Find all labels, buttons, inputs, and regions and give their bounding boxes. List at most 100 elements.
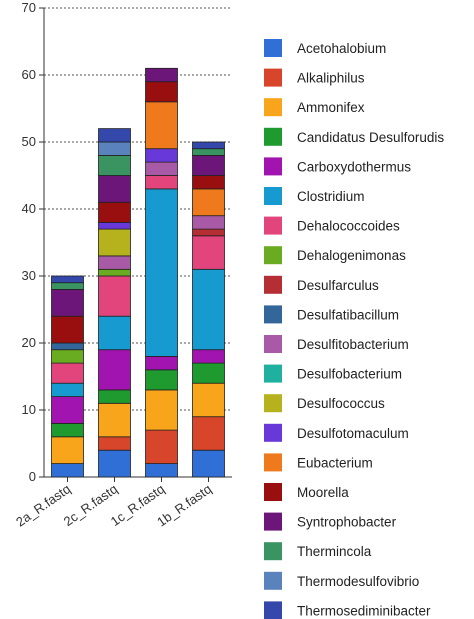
bar-segment xyxy=(145,67,178,83)
legend-entry: Eubacterium xyxy=(264,453,373,472)
legend-swatch xyxy=(264,483,282,501)
bar-segment xyxy=(192,382,225,418)
bar-segment xyxy=(51,275,84,284)
bar-segment xyxy=(98,349,131,391)
legend-swatch xyxy=(264,98,282,117)
legend-label: Desulfarculus xyxy=(297,278,379,293)
legend-swatch xyxy=(264,601,282,619)
legend-entry: Dehalococcoides xyxy=(264,216,400,235)
legend-label: Carboxydothermus xyxy=(297,159,411,174)
bars xyxy=(51,67,225,478)
bar-segment xyxy=(51,349,84,364)
legend-swatch xyxy=(264,364,282,383)
bar-segment xyxy=(192,449,225,478)
bar-segment xyxy=(98,389,131,404)
legend-label: Acetohalobium xyxy=(297,41,386,56)
legend-swatch xyxy=(264,423,282,442)
legend-swatch xyxy=(264,127,282,146)
legend-entry: Desulfitobacterium xyxy=(264,335,409,353)
bar-segment xyxy=(145,101,178,150)
bar-segment xyxy=(98,449,131,478)
legend-swatch xyxy=(264,157,282,176)
legend-entry: Desulfotomaculum xyxy=(264,423,409,442)
bar-segment xyxy=(192,175,225,190)
legend-swatch xyxy=(264,216,282,235)
bar-segment xyxy=(51,315,84,344)
bar-segment xyxy=(98,315,131,351)
legend-label: Desulfatibacillum xyxy=(297,307,399,322)
legend-swatch xyxy=(264,335,282,353)
bar-segment xyxy=(192,268,225,351)
bar-segment xyxy=(192,154,225,176)
bar-segment xyxy=(98,221,131,230)
bar-segment xyxy=(51,282,84,290)
bar-segment xyxy=(98,128,131,143)
y-tick-label: 20 xyxy=(22,335,36,350)
bar-segment xyxy=(98,201,131,223)
legend-label: Alkaliphilus xyxy=(297,71,365,86)
legend-label: Desulfobacterium xyxy=(297,367,402,382)
legend-label: Syntrophobacter xyxy=(297,515,397,530)
legend-label: Ammonifex xyxy=(297,100,365,115)
y-tick-label: 40 xyxy=(22,201,36,216)
legend-swatch xyxy=(264,39,282,57)
legend-swatch xyxy=(264,246,282,265)
bar-segment xyxy=(145,369,178,391)
bar-segment xyxy=(192,141,225,150)
legend-swatch xyxy=(264,187,282,205)
legend-swatch xyxy=(264,68,282,87)
y-axis: 0 10 20 30 40 50 60 70 xyxy=(22,0,232,484)
bar-segment xyxy=(192,215,225,230)
legend-entry: Clostridium xyxy=(264,187,365,205)
legend-swatch xyxy=(264,453,282,472)
legend-entry: Ammonifex xyxy=(264,98,365,117)
bar-segment xyxy=(192,362,225,384)
bar-segment xyxy=(98,228,131,257)
bar-segment xyxy=(192,235,225,270)
bar-segment xyxy=(145,175,178,190)
y-tick-label: 70 xyxy=(22,0,36,15)
bar-segment xyxy=(145,355,178,371)
legend-entry: Thermodesulfovibrio xyxy=(264,571,419,590)
legend-entry: Desulfarculus xyxy=(264,275,379,294)
legend-entry: Alkaliphilus xyxy=(264,68,365,87)
legend-swatch xyxy=(264,542,282,561)
legend-swatch xyxy=(264,275,282,294)
y-tick-label: 0 xyxy=(29,469,36,484)
bar-segment xyxy=(98,154,131,176)
bar-segment xyxy=(98,255,131,270)
bar-segment xyxy=(51,362,84,384)
bar-stack xyxy=(192,141,225,478)
legend-swatch xyxy=(264,512,282,531)
bar-segment xyxy=(145,389,178,431)
y-tick-label: 10 xyxy=(22,402,36,417)
legend-entry: Candidatus Desulforudis xyxy=(264,127,444,146)
bar-segment xyxy=(98,275,131,317)
bar-segment xyxy=(98,268,131,277)
legend: Acetohalobium Alkaliphilus Ammonifex Candid… xyxy=(264,39,444,619)
legend-entry: Dehalogenimonas xyxy=(264,246,406,265)
legend-entry: Desulfococcus xyxy=(264,394,385,413)
bar-segment xyxy=(51,382,84,398)
legend-label: Thermodesulfovibrio xyxy=(297,574,419,589)
bar-segment xyxy=(51,396,84,424)
legend-label: Clostridium xyxy=(297,189,365,204)
bar-stack xyxy=(51,275,84,478)
legend-entry: Syntrophobacter xyxy=(264,512,397,531)
bar-segment xyxy=(145,429,178,465)
legend-label: Dehalogenimonas xyxy=(297,248,406,263)
y-tick-label: 60 xyxy=(22,67,36,82)
legend-label: Desulfococcus xyxy=(297,396,385,411)
legend-label: Thermincola xyxy=(297,544,372,559)
bar-segment xyxy=(192,349,225,364)
legend-label: Candidatus Desulforudis xyxy=(297,130,444,145)
bar-segment xyxy=(192,416,225,451)
legend-entry: Desulfatibacillum xyxy=(264,305,399,324)
bar-segment xyxy=(145,81,178,103)
bar-segment xyxy=(98,402,131,438)
bar-segment xyxy=(145,148,178,163)
legend-swatch xyxy=(264,394,282,413)
legend-swatch xyxy=(264,571,282,590)
